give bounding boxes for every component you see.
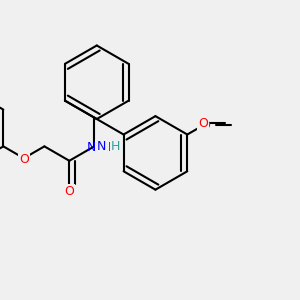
Text: O: O (19, 153, 29, 166)
Text: O: O (200, 119, 210, 132)
Text: O: O (62, 183, 72, 196)
Text: H: H (111, 140, 120, 153)
Text: O: O (199, 117, 208, 130)
Text: N: N (87, 141, 96, 154)
Text: O: O (64, 185, 74, 198)
Text: H: H (108, 141, 117, 154)
Text: O: O (18, 156, 28, 169)
Text: N: N (96, 140, 106, 153)
